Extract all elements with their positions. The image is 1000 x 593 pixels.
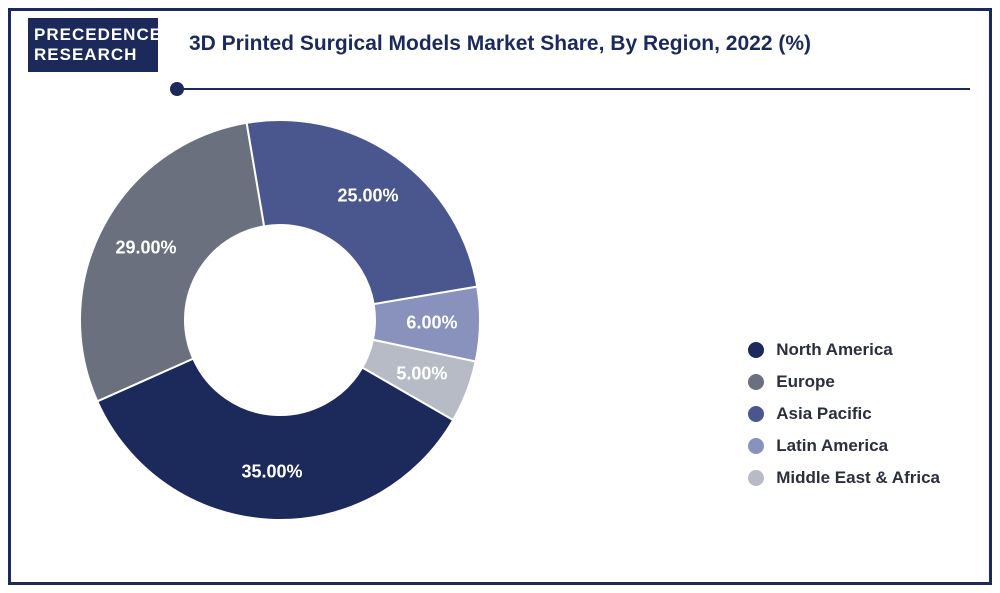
legend-swatch	[748, 438, 764, 454]
legend-item: North America	[748, 340, 940, 360]
slice-label: 6.00%	[406, 313, 457, 334]
legend-swatch	[748, 406, 764, 422]
legend-item: Middle East & Africa	[748, 468, 940, 488]
legend-label: Asia Pacific	[776, 404, 871, 424]
legend-label: North America	[776, 340, 893, 360]
legend: North America Europe Asia Pacific Latin …	[748, 340, 940, 488]
legend-swatch	[748, 374, 764, 390]
legend-item: Latin America	[748, 436, 940, 456]
legend-label: Middle East & Africa	[776, 468, 940, 488]
legend-item: Asia Pacific	[748, 404, 940, 424]
legend-label: Europe	[776, 372, 835, 392]
legend-item: Europe	[748, 372, 940, 392]
legend-swatch	[748, 342, 764, 358]
title-rule	[176, 88, 970, 90]
donut-slice	[80, 123, 264, 402]
chart-title: 3D Printed Surgical Models Market Share,…	[0, 32, 1000, 56]
donut-chart: 35.00% 29.00% 25.00% 6.00% 5.00%	[70, 110, 490, 530]
slice-label: 25.00%	[338, 186, 399, 207]
legend-label: Latin America	[776, 436, 888, 456]
legend-swatch	[748, 470, 764, 486]
slice-label: 5.00%	[396, 364, 447, 385]
donut-slice	[247, 120, 478, 304]
slice-label: 29.00%	[116, 238, 177, 259]
slice-label: 35.00%	[242, 461, 303, 482]
